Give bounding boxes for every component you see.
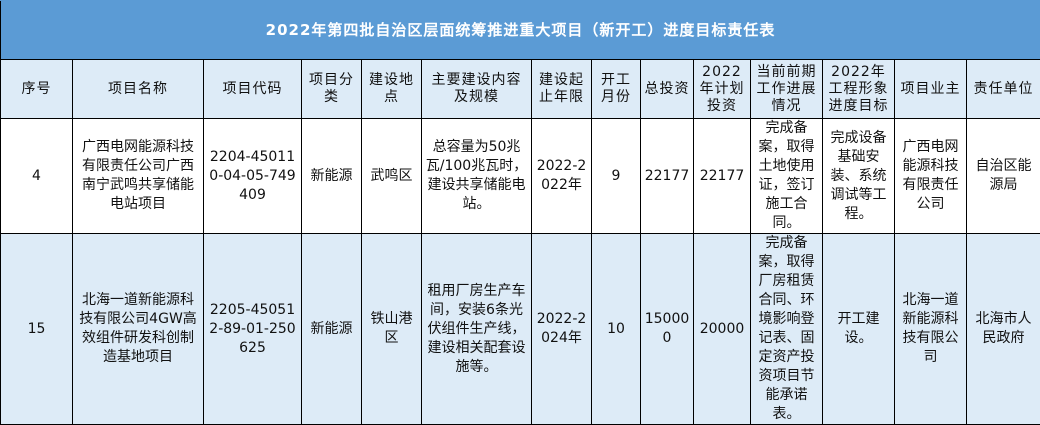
header-content: 主要建设内容及规模 (422, 60, 532, 119)
header-total-investment: 总投资 (641, 60, 694, 119)
cell-period: 2022-2024年 (532, 234, 592, 425)
header-progress: 当前前期工作进展情况 (751, 60, 823, 119)
header-owner: 项目业主 (895, 60, 967, 119)
cell-content: 租用厂房生产车间，安装6条光伏组件生产线，建设相关配套设施等。 (422, 234, 532, 425)
header-responsible-unit: 责任单位 (967, 60, 1040, 119)
cell-project-code: 2205-450512-89-01-250625 (204, 234, 302, 425)
cell-category: 新能源 (302, 119, 362, 234)
cell-content: 总容量为50兆瓦/100兆瓦时，建设共享储能电站。 (422, 119, 532, 234)
cell-plan-investment: 22177 (694, 119, 751, 234)
cell-target: 完成设备基础安装、系统调试等工程。 (823, 119, 895, 234)
cell-progress: 完成备案，取得厂房租赁合同、环境影响登记表、固定资产投资项目节能承诺表。 (751, 234, 823, 425)
cell-seq: 15 (1, 234, 73, 425)
cell-owner: 广西电网能源科技有限责任公司 (895, 119, 967, 234)
cell-project-code: 2204-450110-04-05-749409 (204, 119, 302, 234)
cell-total-investment: 150000 (641, 234, 694, 425)
cell-location: 铁山港区 (362, 234, 422, 425)
cell-plan-investment: 20000 (694, 234, 751, 425)
header-plan-investment: 2022年计划投资 (694, 60, 751, 119)
header-start-month: 开工月份 (592, 60, 641, 119)
cell-category: 新能源 (302, 234, 362, 425)
cell-responsible-unit: 自治区能源局 (967, 119, 1040, 234)
header-row: 序号项目名称项目代码项目分类建设地点主要建设内容及规模建设起止年限开工月份总投资… (1, 60, 1040, 119)
cell-start-month: 10 (592, 234, 641, 425)
cell-seq: 4 (1, 119, 73, 234)
cell-project-name: 北海一道新能源科技有限公司4GW高效组件研发科创制造基地项目 (73, 234, 204, 425)
header-period: 建设起止年限 (532, 60, 592, 119)
header-target: 2022年工程形象进度目标 (823, 60, 895, 119)
header-project-code: 项目代码 (204, 60, 302, 119)
table-title: 2022年第四批自治区层面统筹推进重大项目（新开工）进度目标责任表 (1, 1, 1040, 60)
cell-target: 开工建设。 (823, 234, 895, 425)
cell-location: 武鸣区 (362, 119, 422, 234)
header-location: 建设地点 (362, 60, 422, 119)
cell-progress: 完成备案，取得土地使用证，签订施工合同。 (751, 119, 823, 234)
header-project-name: 项目名称 (73, 60, 204, 119)
header-seq: 序号 (1, 60, 73, 119)
header-category: 项目分类 (302, 60, 362, 119)
cell-start-month: 9 (592, 119, 641, 234)
cell-period: 2022-2022年 (532, 119, 592, 234)
cell-owner: 北海一道新能源科技有限公司 (895, 234, 967, 425)
cell-total-investment: 22177 (641, 119, 694, 234)
cell-project-name: 广西电网能源科技有限责任公司广西南宁武鸣共享储能电站项目 (73, 119, 204, 234)
cell-responsible-unit: 北海市人民政府 (967, 234, 1040, 425)
